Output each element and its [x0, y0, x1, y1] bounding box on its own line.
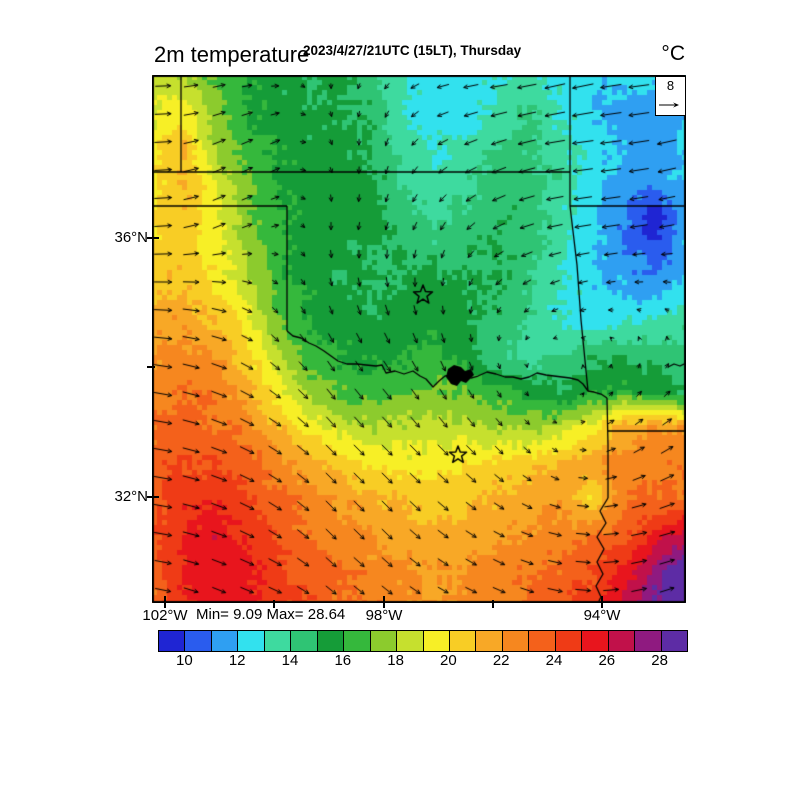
colorbar — [158, 630, 688, 652]
colorbar-segment — [264, 631, 292, 651]
temperature-map-canvas — [152, 75, 686, 603]
lon-tick — [492, 600, 494, 608]
lat-tick — [147, 496, 159, 498]
colorbar-segment — [423, 631, 450, 651]
colorbar-segment — [529, 631, 556, 651]
lon-tick — [164, 596, 166, 608]
colorbar-tick-label: 22 — [492, 652, 510, 669]
lon-tick — [383, 596, 385, 608]
colorbar-segment — [291, 631, 318, 651]
colorbar-segment — [555, 631, 583, 651]
colorbar-segment — [661, 631, 688, 651]
lat-tick — [147, 237, 159, 239]
wind-reference-box: 8 — [655, 76, 686, 116]
colorbar-tick-label: 26 — [598, 652, 616, 669]
plot-units-label: °C — [661, 42, 685, 65]
colorbar-tick-label: 14 — [281, 652, 299, 669]
colorbar-segment — [608, 631, 636, 651]
wind-reference-arrow — [659, 102, 679, 108]
plot-variable-title: 2m temperature — [154, 42, 310, 67]
colorbar-segment — [317, 631, 345, 651]
lat-tick-label: 36°N — [114, 229, 148, 246]
lon-tick — [601, 596, 603, 608]
lon-tick — [273, 600, 275, 608]
lon-tick-label: 102°W — [142, 607, 188, 624]
colorbar-segment — [238, 631, 265, 651]
colorbar-segment — [344, 631, 371, 651]
colorbar-segment — [211, 631, 239, 651]
colorbar-segment — [449, 631, 477, 651]
colorbar-segment — [159, 631, 186, 651]
colorbar-tick-label: 16 — [334, 652, 352, 669]
colorbar-segment — [370, 631, 398, 651]
colorbar-segment — [502, 631, 530, 651]
colorbar-segment — [582, 631, 609, 651]
plot-datetime-title: 2023/4/27/21UTC (15LT), Thursday — [303, 43, 522, 58]
colorbar-tick-label: 20 — [440, 652, 457, 669]
colorbar-tick-label: 28 — [651, 652, 668, 669]
lon-tick-label: 98°W — [365, 607, 403, 624]
colorbar-tick-label: 24 — [545, 652, 563, 669]
colorbar-segment — [397, 631, 424, 651]
minmax-label: Min= 9.09 Max= 28.64 — [196, 606, 346, 623]
colorbar-segment — [635, 631, 662, 651]
lat-tick — [147, 366, 155, 368]
colorbar-tick-label: 12 — [228, 652, 246, 669]
colorbar-tick-label: 18 — [387, 652, 404, 669]
lon-tick-label: 94°W — [583, 607, 621, 624]
colorbar-segment — [476, 631, 503, 651]
colorbar-segment — [185, 631, 212, 651]
lat-tick-label: 32°N — [114, 488, 148, 505]
colorbar-tick-label: 10 — [176, 652, 193, 669]
wind-reference-value: 8 — [666, 78, 675, 93]
